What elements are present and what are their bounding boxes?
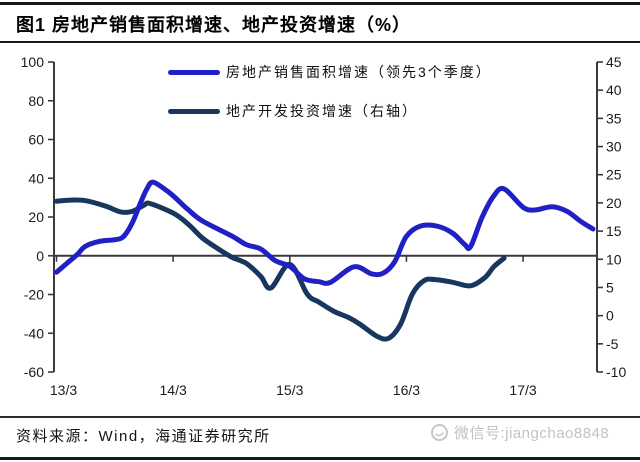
sales-line-swatch — [168, 69, 220, 75]
doodle-circle-icon — [431, 424, 448, 441]
right-axis-tick-label: 40 — [606, 82, 622, 98]
investment-growth-line — [54, 197, 507, 342]
x-axis-tick-label: 15/3 — [276, 382, 303, 398]
right-axis-tick-label: 5 — [606, 279, 614, 295]
bottom-divider — [0, 457, 640, 460]
watermark: 微信号:jiangchao8848 — [430, 422, 609, 443]
left-axis-tick-label: 0 — [36, 248, 44, 264]
top-divider — [0, 2, 640, 5]
x-axis-tick-label: 13/3 — [50, 382, 77, 398]
title-divider — [0, 41, 640, 43]
right-axis-tick-label: 45 — [606, 54, 622, 70]
right-axis-tick-label: -10 — [606, 364, 626, 380]
legend-item-sales-growth: 房地产销售面积增速（领先3个季度） — [168, 63, 492, 81]
legend-label-investment-growth: 地产开发投资增速（右轴） — [226, 103, 418, 119]
left-axis-tick-label: -60 — [24, 364, 44, 380]
investment-line-swatch — [168, 108, 220, 114]
left-axis-tick-label: 40 — [28, 170, 44, 186]
x-axis-tick-label: 14/3 — [160, 382, 187, 398]
right-axis-tick-label: 25 — [606, 167, 622, 183]
legend-label-sales-growth: 房地产销售面积增速（领先3个季度） — [226, 64, 492, 80]
left-axis-tick-label: 80 — [28, 93, 44, 109]
right-axis-tick-label: 35 — [606, 110, 622, 126]
x-axis-tick-label: 17/3 — [509, 382, 536, 398]
legend-item-investment-growth: 地产开发投资增速（右轴） — [168, 102, 492, 120]
watermark-text: 微信号:jiangchao8848 — [454, 425, 610, 442]
right-axis-tick-label: 10 — [606, 251, 622, 267]
sales-growth-line — [54, 179, 596, 286]
right-axis-tick-label: 30 — [606, 139, 622, 155]
data-source-text: 资料来源：Wind，海通证券研究所 — [16, 428, 271, 445]
left-axis-tick-label: 100 — [21, 54, 45, 70]
footer-divider — [0, 416, 640, 418]
left-axis-tick-label: 60 — [28, 132, 44, 148]
right-axis-tick-label: 20 — [606, 195, 622, 211]
chart-legend: 房地产销售面积增速（领先3个季度） 地产开发投资增速（右轴） — [168, 63, 492, 141]
x-axis-tick-label: 16/3 — [393, 382, 420, 398]
right-axis-tick-label: -5 — [606, 336, 619, 352]
page-title: 图1 房地产销售面积增速、地产投资增速（%） — [16, 15, 412, 35]
left-axis-tick-label: -40 — [24, 325, 44, 341]
right-axis-tick-label: 15 — [606, 223, 622, 239]
left-axis-tick-label: 20 — [28, 209, 44, 225]
left-axis-tick-label: -20 — [24, 287, 44, 303]
right-axis-tick-label: 0 — [606, 308, 614, 324]
